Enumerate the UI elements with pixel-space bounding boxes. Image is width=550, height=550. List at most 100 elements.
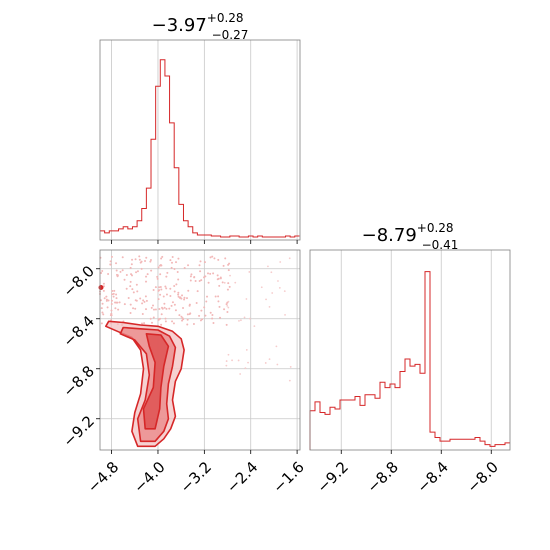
scatter-point [157, 266, 160, 269]
scatter-point [226, 304, 229, 307]
scatter-point [164, 317, 167, 320]
scatter-point [199, 270, 202, 273]
histogram-top-left [100, 59, 300, 238]
scatter-point [185, 297, 188, 300]
scatter-point [149, 258, 152, 261]
scatter-point [209, 256, 212, 259]
scatter-point [194, 280, 197, 283]
scatter-point [239, 373, 242, 375]
scatter-point [253, 325, 256, 328]
scatter-point [131, 258, 134, 261]
scatter-point [177, 278, 180, 281]
scatter-point [225, 364, 228, 367]
scatter-point [100, 272, 103, 275]
scatter-point [99, 299, 102, 302]
scatter-point [193, 276, 196, 279]
scatter-point [277, 280, 279, 282]
scatter-point [130, 263, 133, 266]
scatter-point [138, 255, 141, 258]
scatter-point [216, 278, 219, 281]
scatter-point [140, 267, 143, 270]
scatter-point [107, 273, 110, 276]
scatter-point [189, 275, 192, 278]
scatter-point [110, 303, 113, 306]
scatter-point [248, 317, 251, 320]
scatter-point [138, 258, 141, 261]
title-bottom-right-sup: +0.28 [417, 221, 454, 235]
scatter-point [160, 264, 163, 267]
scatter-point [289, 366, 292, 368]
scatter-point [127, 296, 130, 299]
scatter-point [283, 290, 286, 293]
scatter-point [109, 314, 112, 317]
scatter-point [116, 301, 119, 304]
x-tick-label: −2.4 [223, 458, 261, 496]
y-ticks-bottom-left: −8.0 −8.4 −8.8 −9.2 [60, 262, 100, 451]
scatter-point [115, 262, 118, 265]
scatter-point [160, 313, 163, 316]
scatter-point [110, 309, 113, 312]
scatter-point [186, 318, 189, 321]
scatter-point [219, 316, 222, 319]
scatter-point [279, 261, 282, 263]
scatter-point [160, 288, 163, 291]
scatter-point [267, 265, 269, 268]
scatter-point [211, 313, 214, 316]
scatter-point [111, 293, 114, 296]
x-tick-label: −8.4 [414, 458, 452, 496]
scatter-point [143, 322, 146, 325]
scatter-point [102, 289, 105, 292]
scatter-point [186, 313, 189, 316]
scatter-point [188, 303, 191, 306]
scatter-point [217, 295, 220, 298]
scatter-point [142, 299, 145, 302]
scatter-point [198, 279, 201, 282]
scatter-point [101, 269, 104, 272]
scatter-point [98, 285, 104, 290]
scatter-point [227, 353, 230, 356]
scatter-point [195, 302, 198, 305]
title-bottom-right: −8.79+0.28 −0.41 [362, 221, 459, 252]
title-bottom-right-value: −8.79 [362, 225, 417, 246]
scatter-point [146, 273, 149, 276]
panel-top-left: −3.97+0.28 −0.27 [99, 11, 301, 244]
scatter-point [231, 359, 233, 362]
scatter-point [141, 313, 144, 316]
grid-bottom-left [100, 250, 300, 450]
scatter-point [102, 285, 105, 288]
scatter-point [212, 272, 215, 275]
scatter-point [223, 308, 226, 311]
scatter-point [245, 298, 248, 300]
scatter-point [150, 306, 153, 309]
scatter-point [204, 314, 207, 317]
scatter-point [265, 298, 267, 301]
x-tick-label: −4.0 [130, 458, 168, 496]
scatter-point [173, 285, 176, 288]
scatter-point [156, 277, 159, 280]
axes-frame-top-left [99, 39, 301, 241]
scatter-point [163, 302, 166, 305]
scatter-point [102, 313, 105, 316]
scatter-point [180, 315, 183, 318]
scatter-point [100, 322, 103, 325]
x-tick-label: −4.8 [84, 458, 122, 496]
scatter-point [206, 272, 209, 275]
scatter-point [173, 290, 176, 293]
scatter-point [152, 304, 155, 307]
scatter-point [275, 345, 278, 348]
scatter-point [203, 276, 206, 279]
scatter-point [160, 323, 163, 326]
scatter-point [112, 295, 115, 298]
scatter-point [190, 273, 193, 276]
scatter-point [201, 318, 204, 321]
scatter-point [105, 299, 108, 302]
scatter-point [121, 256, 124, 259]
scatter-point [132, 291, 135, 294]
scatter-point [224, 257, 227, 260]
scatter-point [284, 313, 286, 316]
scatter-point [150, 269, 153, 272]
scatter-point [268, 305, 271, 308]
scatter-point [177, 257, 180, 260]
scatter-point [219, 276, 222, 279]
scatter-point [154, 286, 157, 289]
